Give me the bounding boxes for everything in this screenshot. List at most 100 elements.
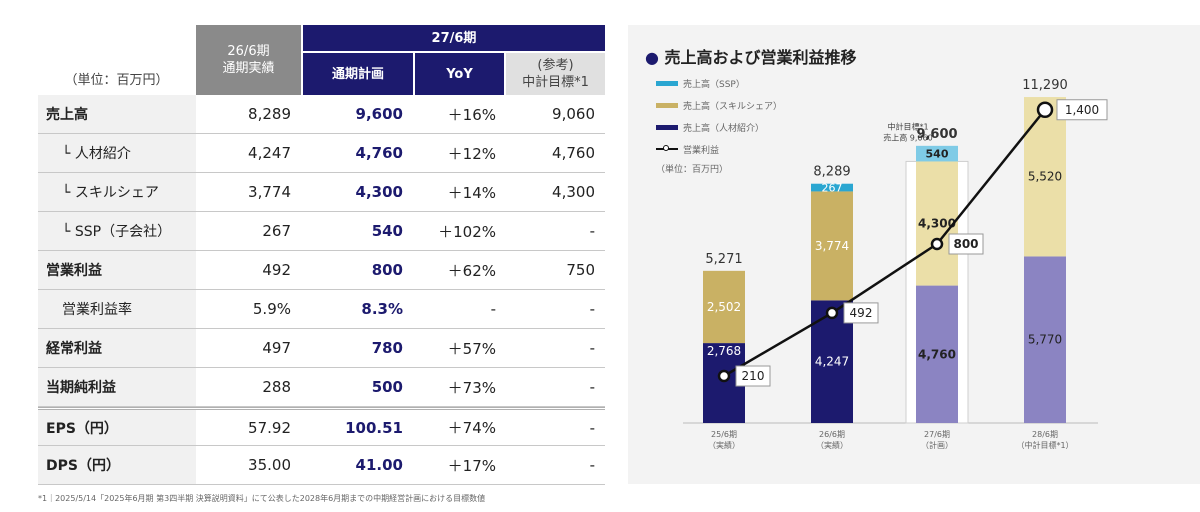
table-row: └ SSP（子会社） 267 540 ＋102% - xyxy=(38,212,605,251)
row-label: 経常利益 xyxy=(38,329,196,367)
legend-label-ssp: 売上高（SSP） xyxy=(683,79,745,90)
x-tick-label: 26/6期 xyxy=(819,430,845,439)
chart-unit-note: （単位：百万円） xyxy=(656,165,729,175)
profit-label-box xyxy=(948,233,984,255)
row-label: 当期純利益 xyxy=(38,368,196,406)
profit-point xyxy=(717,369,731,383)
bar-segment xyxy=(703,270,745,344)
table-row: 営業利益率 5.9% 8.3% - - xyxy=(38,290,605,329)
header-fy27: 27/6期 xyxy=(303,25,605,51)
cell-plan: 100.51 xyxy=(345,418,403,437)
row-label: DPS（円） xyxy=(38,446,196,484)
x-tick-label: （実績） xyxy=(816,440,848,450)
profit-value-label: 1,400 xyxy=(1065,103,1099,117)
x-tick-label: 27/6期 xyxy=(924,430,950,439)
bar-segment xyxy=(1024,256,1066,423)
cell-yoy: ＋16% xyxy=(447,105,496,124)
cell-reference: - xyxy=(589,456,595,474)
cell-yoy: ＋102% xyxy=(438,222,496,241)
cell-yoy: ＋73% xyxy=(447,378,496,397)
chart-title-text: 売上高および営業利益推移 xyxy=(664,48,857,67)
reference-target-label: 中計目標*1 xyxy=(887,121,928,131)
cell-reference: 4,300 xyxy=(552,183,595,201)
cell-yoy: ＋12% xyxy=(447,144,496,163)
cell-reference: - xyxy=(589,378,595,396)
bar-segment xyxy=(916,161,958,286)
bar-total-label: 5,271 xyxy=(705,252,742,267)
bar-total-label: 9,600 xyxy=(916,127,957,142)
cell-fy26: 267 xyxy=(262,222,291,240)
legend-swatch-ssp xyxy=(656,80,678,86)
bar-segment xyxy=(916,145,958,162)
table-row: 当期純利益 288 500 ＋73% - xyxy=(38,368,605,407)
bar-total-label: 8,289 xyxy=(813,165,850,180)
cell-fy26: 288 xyxy=(262,378,291,396)
row-label: EPS（円） xyxy=(38,410,196,445)
x-tick-label: （計画） xyxy=(921,440,953,450)
legend-swatch-recruiting xyxy=(656,124,678,130)
chart-legend: 売上高（SSP） 売上高（スキルシェア） 売上高（人材紹介） 営業利益 （単位：… xyxy=(656,72,782,175)
table-row: └ スキルシェア 3,774 4,300 ＋14% 4,300 xyxy=(38,173,605,212)
bar-value-label: 2,768 xyxy=(707,344,741,358)
cell-plan: 4,760 xyxy=(355,144,403,162)
bar-segment xyxy=(916,285,958,423)
table-row: └ 人材紹介 4,247 4,760 ＋12% 4,760 xyxy=(38,134,605,173)
reference-target-label: 売上高 9,060 xyxy=(883,132,932,142)
profit-label-box xyxy=(843,302,879,324)
legend-item-recruiting: 売上高（人材紹介） xyxy=(656,116,782,138)
profit-label-box xyxy=(735,365,771,387)
legend-label-skillshare: 売上高（スキルシェア） xyxy=(683,101,783,112)
table-row: 経常利益 497 780 ＋57% - xyxy=(38,329,605,368)
x-tick-label: （中計目標*1） xyxy=(1016,440,1073,450)
cell-reference: - xyxy=(589,418,595,437)
profit-value-label: 800 xyxy=(953,237,978,251)
cell-reference: - xyxy=(589,222,595,240)
cell-fy26: 3,774 xyxy=(248,183,291,201)
operating-profit-line xyxy=(723,108,1046,378)
cell-yoy: - xyxy=(490,300,496,318)
x-tick-label: 28/6期 xyxy=(1032,430,1058,439)
legend-item-operating-profit: 営業利益 xyxy=(656,138,782,160)
bar-value-label: 2,502 xyxy=(707,300,741,314)
cell-reference: 750 xyxy=(566,261,595,279)
table-row: EPS（円） 57.92 100.51 ＋74% - xyxy=(38,407,605,446)
cell-yoy: ＋62% xyxy=(447,261,496,280)
cell-reference: - xyxy=(589,300,595,318)
footnote: *1｜2025/5/14「2025年6月期 第3四半期 決算説明資料」にて公表し… xyxy=(38,494,486,503)
header-yoy: YoY xyxy=(415,53,504,95)
header-reference: (参考) 中計目標*1 xyxy=(506,53,605,95)
title-bullet-icon: ● xyxy=(645,48,659,67)
cell-plan: 41.00 xyxy=(355,456,403,474)
header-reference-text: (参考) 中計目標*1 xyxy=(522,58,589,90)
x-tick-label: （実績） xyxy=(708,440,740,450)
cell-plan: 8.3% xyxy=(361,300,403,318)
table-body: 売上高 8,289 9,600 ＋16% 9,060 └ 人材紹介 4,247 4,760 ＋1… xyxy=(38,95,605,485)
header-plan: 通期計画 xyxy=(303,53,413,95)
bar-segment xyxy=(811,183,853,192)
cell-plan: 780 xyxy=(371,339,403,357)
header-fy26-text: 26/6期 通期実績 xyxy=(222,44,275,76)
bar-segment xyxy=(811,191,853,301)
legend-swatch-skillshare xyxy=(656,102,678,108)
row-label: 売上高 xyxy=(38,95,196,133)
cell-fy26: 5.9% xyxy=(252,300,291,318)
x-tick-label: 25/6期 xyxy=(711,430,737,439)
bar-value-label: 267 xyxy=(822,182,843,195)
financial-table: （単位：百万円） 26/6期 通期実績 27/6期 通期計画 YoY (参考) … xyxy=(38,25,605,485)
table-header: （単位：百万円） 26/6期 通期実績 27/6期 通期計画 YoY (参考) … xyxy=(38,25,605,95)
row-label: └ 人材紹介 xyxy=(38,134,196,172)
unit-label: （単位：百万円） xyxy=(64,72,169,88)
cell-plan: 540 xyxy=(371,222,403,240)
profit-point xyxy=(1036,101,1054,118)
cell-reference: 9,060 xyxy=(552,105,595,123)
bar-value-label: 540 xyxy=(926,148,949,161)
cell-yoy: ＋74% xyxy=(447,419,496,437)
cell-plan: 4,300 xyxy=(355,183,403,201)
cell-fy26: 497 xyxy=(262,339,291,357)
bar-value-label: 4,760 xyxy=(918,347,956,361)
table-row: DPS（円） 35.00 41.00 ＋17% - xyxy=(38,446,605,485)
table-row: 営業利益 492 800 ＋62% 750 xyxy=(38,251,605,290)
cell-reference: - xyxy=(589,339,595,357)
bar-value-label: 5,770 xyxy=(1028,333,1062,347)
